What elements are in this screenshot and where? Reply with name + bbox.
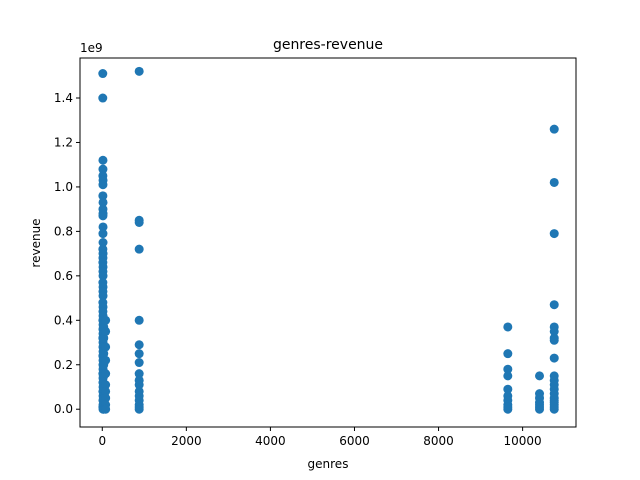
x-tick-label: 10000 [504, 434, 542, 448]
scatter-point [134, 244, 144, 254]
x-tick-label: 4000 [255, 434, 286, 448]
scatter-point [101, 315, 111, 325]
x-axis-ticks: 0 2000 4000 6000 8000 10000 [98, 427, 542, 448]
plot-frame [79, 57, 577, 428]
scatter-point [503, 364, 513, 374]
scatter-point [101, 393, 111, 403]
scatter-point [535, 404, 545, 414]
scatter-point [503, 349, 513, 359]
y-offset-label: 1e9 [80, 41, 103, 55]
scatter-point [134, 217, 144, 227]
scatter-point [549, 335, 559, 345]
scatter-point [101, 342, 111, 352]
data-points [98, 66, 559, 414]
scatter-point [98, 191, 108, 201]
y-tick-label: 0.4 [54, 313, 73, 327]
scatter-point [134, 380, 144, 390]
scatter-point [101, 326, 111, 336]
scatter-point [535, 371, 545, 381]
scatter-point [98, 229, 108, 239]
scatter-point [98, 180, 108, 190]
scatter-point [134, 404, 144, 414]
scatter-point [98, 211, 108, 221]
x-tick-label: 2000 [171, 434, 202, 448]
scatter-point [134, 349, 144, 359]
scatter-point [503, 384, 513, 394]
y-tick-label: 0.0 [54, 402, 73, 416]
scatter-point [134, 340, 144, 350]
scatter-point [549, 353, 559, 363]
scatter-point [101, 369, 111, 379]
scatter-point [98, 197, 108, 207]
scatter-point [134, 66, 144, 76]
scatter-point [503, 371, 513, 381]
y-tick-label: 1.2 [54, 135, 73, 149]
scatter-point [134, 315, 144, 325]
scatter-point [98, 155, 108, 165]
scatter-point [98, 238, 108, 247]
scatter-point [98, 222, 108, 232]
scatter-point [134, 358, 144, 368]
scatter-point [98, 291, 108, 301]
scatter-point [101, 380, 111, 390]
scatter-point [549, 326, 559, 336]
scatter-point [134, 369, 144, 379]
y-axis-ticks: 0.0 0.2 0.4 0.6 0.8 1.0 1.2 1.4 [54, 91, 80, 416]
x-tick-label: 8000 [423, 434, 454, 448]
scatter-point [98, 164, 108, 174]
scatter-point [549, 229, 559, 239]
chart-title: genres-revenue [273, 37, 383, 53]
scatter-point [101, 404, 111, 414]
x-tick-label: 0 [98, 434, 106, 448]
scatter-point [101, 386, 111, 396]
y-axis-title: revenue [29, 218, 43, 267]
scatter-point [549, 177, 559, 187]
scatter-point [503, 322, 513, 332]
scatter-point [101, 355, 111, 365]
scatter-point [98, 271, 108, 281]
y-tick-label: 1.0 [54, 180, 73, 194]
y-tick-label: 1.4 [54, 91, 73, 105]
scatter-point [549, 300, 559, 310]
y-tick-label: 0.2 [54, 358, 73, 372]
scatter-point [98, 69, 108, 79]
y-tick-label: 0.6 [54, 269, 73, 283]
x-tick-label: 6000 [339, 434, 370, 448]
scatter-point [98, 93, 108, 103]
x-axis-title: genres [308, 457, 349, 471]
scatter-point [549, 124, 559, 134]
scatter-point [503, 404, 513, 414]
y-tick-label: 0.8 [54, 224, 73, 238]
scatter-point [549, 404, 559, 414]
